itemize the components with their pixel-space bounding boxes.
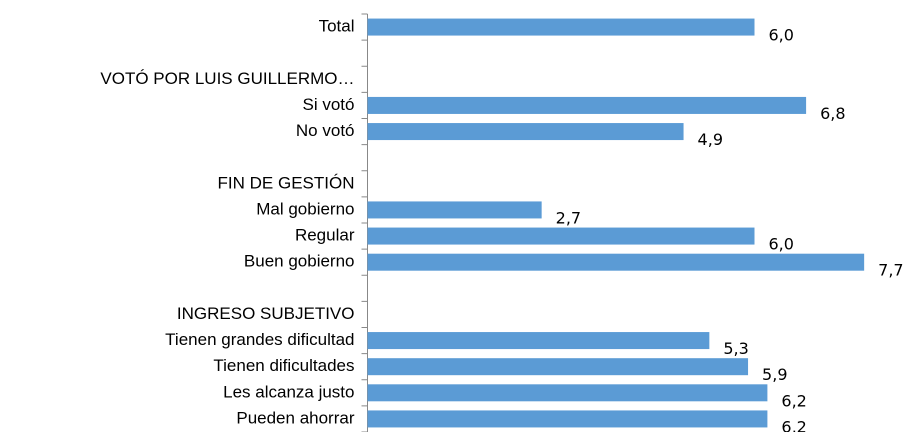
value-label: 5,3 xyxy=(723,339,748,358)
category-label: Tienen dificultades xyxy=(213,356,354,375)
bar xyxy=(367,253,865,271)
value-label: 2,7 xyxy=(556,208,581,227)
bar xyxy=(367,123,684,141)
bar xyxy=(367,96,807,114)
category-label: Total xyxy=(319,17,355,36)
bar xyxy=(367,384,768,402)
value-label: 6,2 xyxy=(781,391,806,410)
value-label: 7,7 xyxy=(878,261,903,280)
category-label: Tienen grandes dificultad xyxy=(165,330,354,349)
bar xyxy=(367,18,755,36)
value-label: 6,8 xyxy=(820,104,845,123)
value-label: 6,0 xyxy=(769,26,794,45)
category-label: FIN DE GESTIÓN xyxy=(218,173,355,192)
value-label: 6,0 xyxy=(769,235,794,254)
category-label: Si votó xyxy=(303,95,355,114)
category-label: Regular xyxy=(295,226,355,245)
value-label: 6,2 xyxy=(781,417,806,432)
category-label: VOTÓ POR LUIS GUILLERMO… xyxy=(100,69,354,88)
value-label: 5,9 xyxy=(762,365,787,384)
category-label: Mal gobierno xyxy=(256,199,354,218)
category-label: Buen gobierno xyxy=(244,252,355,271)
bar xyxy=(367,227,755,245)
category-label: No votó xyxy=(296,121,355,140)
value-label: 4,9 xyxy=(698,130,723,149)
bar xyxy=(367,332,710,350)
bar xyxy=(367,358,749,376)
category-label: INGRESO SUBJETIVO xyxy=(177,304,355,323)
category-label: Les alcanza justo xyxy=(223,382,354,401)
bar xyxy=(367,201,542,219)
bar xyxy=(367,410,768,428)
category-label: Pueden ahorrar xyxy=(236,408,354,427)
